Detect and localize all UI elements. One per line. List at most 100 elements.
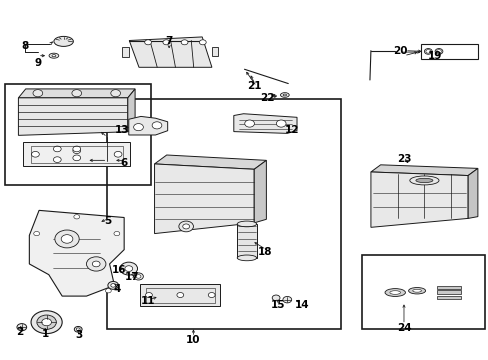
Circle shape [76,328,80,331]
Text: 1: 1 [41,329,49,339]
Ellipse shape [436,50,441,53]
Ellipse shape [412,289,421,292]
Circle shape [55,230,79,248]
Bar [122,47,129,58]
Circle shape [183,224,189,229]
Circle shape [31,152,39,157]
Bar [436,286,460,289]
Ellipse shape [384,289,405,296]
Circle shape [136,275,141,278]
Text: 16: 16 [112,265,126,275]
Polygon shape [154,164,254,234]
Circle shape [434,49,442,54]
Polygon shape [370,165,477,176]
Circle shape [73,155,81,161]
Circle shape [53,157,61,162]
Circle shape [283,296,291,303]
Bar [140,284,220,306]
Circle shape [133,123,143,131]
Ellipse shape [237,221,256,227]
Text: 12: 12 [285,125,299,135]
Circle shape [133,273,143,280]
Text: 9: 9 [34,58,41,68]
Text: 24: 24 [396,323,410,333]
Circle shape [111,90,120,97]
Circle shape [145,293,152,297]
Bar [146,288,214,302]
Bar [23,142,130,166]
Polygon shape [19,89,135,98]
Circle shape [86,257,106,271]
Text: 13: 13 [115,125,129,135]
Text: 5: 5 [103,216,111,226]
Text: 17: 17 [124,272,139,282]
Text: 8: 8 [21,41,28,51]
Circle shape [34,231,40,236]
Text: 2: 2 [16,327,23,337]
Text: 3: 3 [76,330,82,341]
Ellipse shape [49,53,59,58]
Circle shape [31,311,62,334]
Circle shape [105,289,111,293]
Circle shape [61,235,73,243]
Bar [211,47,217,56]
Polygon shape [127,89,135,132]
Ellipse shape [280,93,288,97]
Text: 19: 19 [427,51,441,61]
Circle shape [152,122,162,129]
Circle shape [208,293,215,297]
Ellipse shape [237,255,256,261]
Circle shape [272,295,280,301]
Text: 11: 11 [141,296,155,306]
Bar [107,99,340,329]
Ellipse shape [409,176,438,185]
Text: 6: 6 [120,158,127,168]
Circle shape [53,146,61,152]
Ellipse shape [52,55,56,57]
Polygon shape [370,172,467,227]
Polygon shape [128,116,167,135]
Ellipse shape [408,288,425,294]
Circle shape [276,120,285,127]
Bar [5,84,151,185]
Bar [362,255,484,329]
Bar [436,290,460,294]
Text: 14: 14 [294,300,308,310]
Text: 21: 21 [246,81,261,91]
Bar [420,44,477,59]
Bar [237,224,256,258]
Text: 23: 23 [396,154,410,164]
Polygon shape [29,210,124,296]
Circle shape [33,90,42,97]
Text: 15: 15 [271,300,285,310]
Ellipse shape [425,50,430,53]
Text: 7: 7 [165,36,172,46]
Circle shape [74,327,82,332]
Bar [436,296,460,299]
Circle shape [124,266,132,271]
Circle shape [244,120,254,127]
Circle shape [199,40,206,45]
Circle shape [92,261,100,267]
Ellipse shape [54,36,73,46]
Bar [30,146,122,163]
Circle shape [74,215,80,219]
Polygon shape [467,168,477,219]
Polygon shape [233,114,296,134]
Text: 10: 10 [186,335,200,345]
Circle shape [120,262,137,275]
Ellipse shape [415,178,432,183]
Circle shape [181,40,187,45]
Text: 22: 22 [260,93,275,103]
Polygon shape [19,98,127,135]
Text: 18: 18 [257,247,272,257]
Circle shape [114,231,120,236]
Circle shape [163,40,169,45]
Circle shape [72,90,81,97]
Circle shape [424,49,431,54]
Circle shape [177,293,183,297]
Circle shape [73,148,81,154]
Circle shape [37,315,56,329]
Polygon shape [129,37,211,67]
Polygon shape [154,155,266,169]
